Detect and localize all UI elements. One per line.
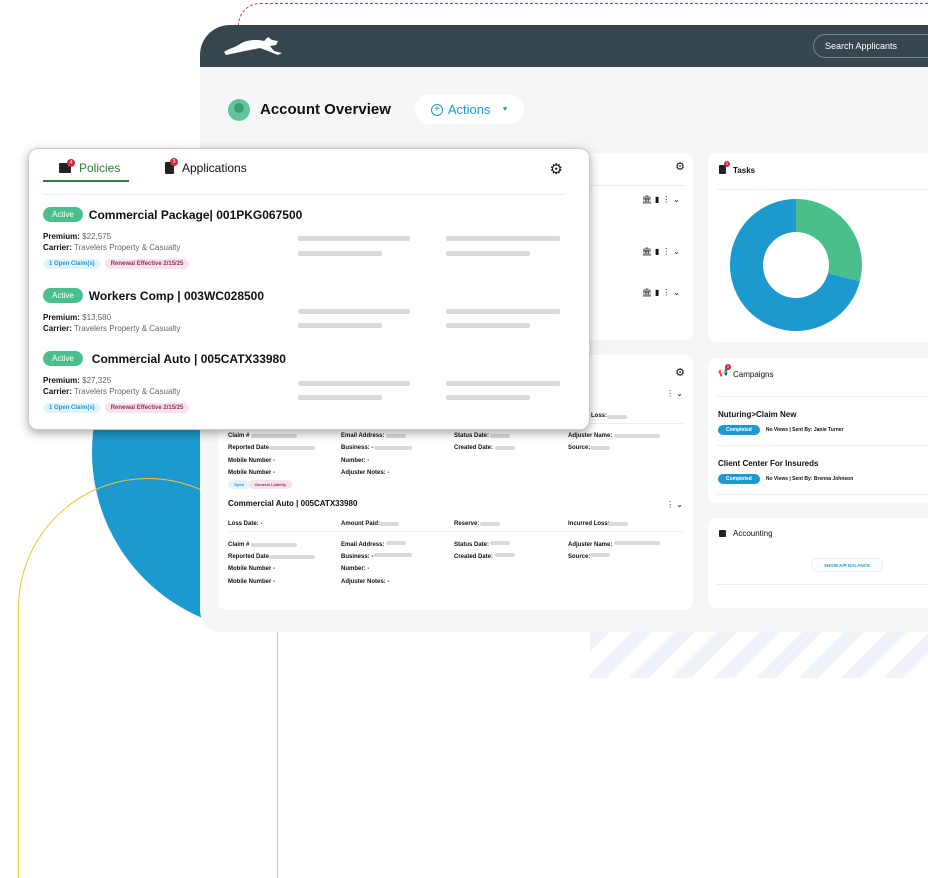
settings-icon[interactable]: ⚙: [675, 367, 685, 379]
show-ar-balance-button[interactable]: SHOW A/R BALANCE: [811, 558, 883, 572]
settings-icon[interactable]: ⚙: [675, 161, 685, 173]
row-actions[interactable]: 🏛▮⋮⌄: [641, 195, 683, 204]
donut-slice: [796, 199, 862, 282]
more-icon[interactable]: ⋮ ⌄: [666, 500, 683, 509]
caret-down-icon: ▼: [501, 106, 509, 113]
policy-item[interactable]: Active Commercial Auto | 005CATX33980 Pre…: [43, 351, 286, 413]
status-badge: Completed: [718, 474, 760, 484]
leaping-cat-logo[interactable]: [222, 36, 284, 56]
settings-icon[interactable]: ⚙: [549, 161, 563, 178]
plus-circle-icon: +: [430, 103, 443, 116]
status-badge: Active: [43, 207, 83, 223]
status-badge: Active: [43, 351, 83, 367]
donut-slice: [730, 199, 860, 331]
top-bar: Search Applicants: [200, 25, 928, 67]
tasks-donut-chart: [730, 199, 862, 331]
row-actions[interactable]: 🏛▮⋮⌄: [641, 288, 683, 297]
accounting-card: Accounting SHOW A/R BALANCE: [708, 518, 928, 608]
tab-applications[interactable]: 3 Applications: [165, 158, 247, 175]
document-icon: 3: [165, 158, 178, 174]
account-avatar-icon: [228, 98, 250, 121]
campaign-item[interactable]: Nuturing>Claim New Completed No Views | S…: [718, 410, 844, 435]
folder-icon: 4: [59, 159, 75, 173]
policies-panel: 4 Policies 3 Applications ⚙ Active Commer…: [28, 148, 590, 430]
claim-title: Commercial Auto | 005CATX33980: [228, 499, 358, 508]
tasks-icon: 3: [719, 161, 730, 174]
decorative-stripes: [590, 632, 928, 678]
row-actions[interactable]: 🏛▮⋮⌄: [641, 247, 683, 256]
search-applicants-input[interactable]: Search Applicants: [813, 34, 928, 58]
status-badge: Active: [43, 288, 83, 304]
accounting-icon: [719, 530, 726, 537]
status-badge: Completed: [718, 425, 760, 435]
campaigns-card: 📢 2 Campaigns Nuturing>Claim New Complete…: [708, 358, 928, 503]
policy-item[interactable]: Active Workers Comp | 003WC028500 Premium…: [43, 288, 265, 333]
more-icon[interactable]: ⋮ ⌄: [666, 389, 683, 398]
actions-button[interactable]: + Actions ▼: [414, 95, 525, 124]
campaign-item[interactable]: Client Center For Insureds Completed No V…: [718, 459, 854, 484]
tasks-card: 3 Tasks: [708, 153, 928, 342]
policy-item[interactable]: Active Commercial Package| 001PKG067500 P…: [43, 207, 303, 269]
megaphone-icon: 📢 2: [718, 364, 731, 377]
tab-policies[interactable]: 4 Policies: [59, 159, 120, 175]
decorative-dotted-line: [238, 3, 928, 33]
page-title: Account Overview: [260, 101, 391, 118]
